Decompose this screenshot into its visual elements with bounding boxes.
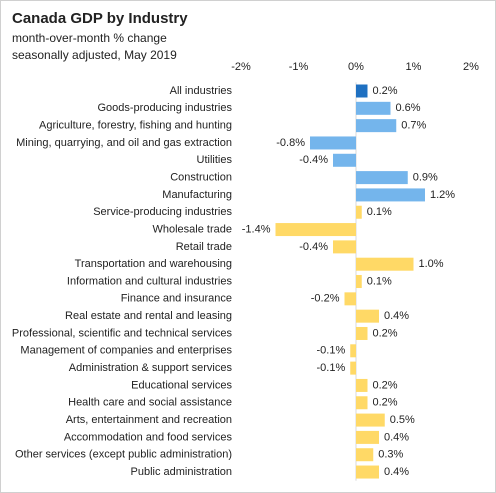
category-label: Manufacturing bbox=[162, 189, 232, 201]
bar bbox=[356, 396, 368, 410]
category-label: Transportation and warehousing bbox=[75, 258, 232, 270]
x-tick-label: -1% bbox=[289, 61, 309, 73]
bar bbox=[356, 171, 408, 185]
bar bbox=[356, 257, 414, 271]
bar bbox=[356, 84, 368, 98]
category-label: Public administration bbox=[131, 466, 233, 478]
category-label: Administration & support services bbox=[69, 362, 233, 374]
value-label: -0.8% bbox=[276, 137, 305, 149]
bar bbox=[350, 344, 356, 358]
category-label: Service-producing industries bbox=[93, 206, 232, 218]
bar bbox=[356, 119, 397, 133]
category-label: Professional, scientific and technical s… bbox=[12, 327, 233, 339]
subtitle: month-over-month % change bbox=[12, 31, 167, 45]
category-label: Accommodation and food services bbox=[64, 431, 233, 443]
category-label: Health care and social assistance bbox=[68, 397, 232, 409]
bar bbox=[356, 275, 362, 289]
bar bbox=[344, 292, 356, 306]
bar bbox=[310, 136, 356, 150]
chart-title: Canada GDP by Industry bbox=[12, 10, 188, 27]
bar bbox=[356, 413, 385, 427]
bar bbox=[356, 326, 368, 340]
value-label: -0.1% bbox=[317, 345, 346, 357]
category-label: Goods-producing industries bbox=[97, 102, 232, 114]
category-label: Other services (except public administra… bbox=[15, 449, 232, 461]
value-label: 0.4% bbox=[384, 466, 409, 478]
category-label: Management of companies and enterprises bbox=[20, 345, 232, 357]
value-label: -0.2% bbox=[311, 293, 340, 305]
category-label: Mining, quarrying, and oil and gas extra… bbox=[16, 137, 232, 149]
category-label: Agriculture, forestry, fishing and hunti… bbox=[39, 120, 232, 132]
bar bbox=[333, 240, 356, 254]
value-label: 0.5% bbox=[390, 414, 415, 426]
bar bbox=[333, 153, 356, 167]
bar bbox=[356, 378, 368, 392]
x-tick-label: -2% bbox=[231, 61, 251, 73]
value-label: 0.2% bbox=[373, 327, 398, 339]
category-label: Arts, entertainment and recreation bbox=[66, 414, 232, 426]
x-tick-label: 0% bbox=[348, 61, 364, 73]
x-tick-label: 1% bbox=[406, 61, 422, 73]
bar bbox=[356, 430, 379, 444]
category-label: Information and cultural industries bbox=[67, 275, 233, 287]
bar bbox=[356, 465, 379, 479]
value-label: 0.2% bbox=[373, 85, 398, 97]
value-label: 0.2% bbox=[373, 397, 398, 409]
value-label: 0.4% bbox=[384, 310, 409, 322]
category-label: Real estate and rental and leasing bbox=[65, 310, 232, 322]
category-label: Educational services bbox=[131, 379, 232, 391]
bar bbox=[275, 223, 356, 237]
value-label: 0.2% bbox=[373, 379, 398, 391]
bar bbox=[356, 448, 374, 462]
value-label: -0.4% bbox=[299, 154, 328, 166]
category-label: Finance and insurance bbox=[121, 293, 232, 305]
value-label: 1.0% bbox=[419, 258, 444, 270]
category-label: Retail trade bbox=[176, 241, 232, 253]
value-label: -0.4% bbox=[299, 241, 328, 253]
value-label: 0.1% bbox=[367, 206, 392, 218]
category-label: Construction bbox=[170, 172, 232, 184]
value-label: 0.6% bbox=[396, 102, 421, 114]
bar bbox=[356, 188, 425, 202]
value-label: 0.9% bbox=[413, 172, 438, 184]
bar bbox=[356, 101, 391, 115]
subtitle: seasonally adjusted, May 2019 bbox=[12, 48, 177, 62]
value-label: 0.4% bbox=[384, 431, 409, 443]
value-label: 0.7% bbox=[401, 120, 426, 132]
category-label: All industries bbox=[170, 85, 233, 97]
value-label: 0.3% bbox=[378, 449, 403, 461]
bar bbox=[356, 205, 362, 219]
value-label: -0.1% bbox=[317, 362, 346, 374]
x-tick-label: 2% bbox=[463, 61, 479, 73]
value-label: 0.1% bbox=[367, 275, 392, 287]
category-label: Wholesale trade bbox=[153, 223, 233, 235]
value-label: 1.2% bbox=[430, 189, 455, 201]
category-label: Utilities bbox=[197, 154, 233, 166]
bar bbox=[350, 361, 356, 375]
value-label: -1.4% bbox=[242, 223, 271, 235]
bar bbox=[356, 309, 379, 323]
